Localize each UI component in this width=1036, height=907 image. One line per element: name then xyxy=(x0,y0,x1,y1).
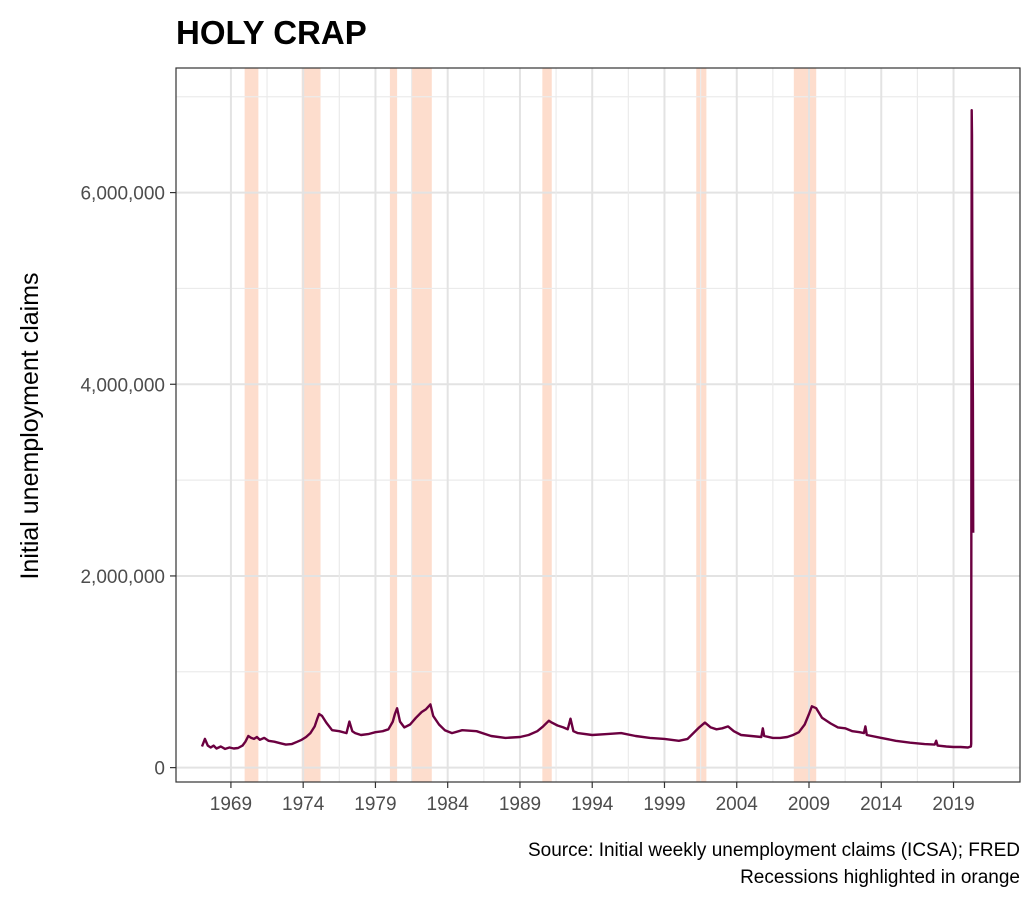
recession-band-3 xyxy=(411,68,432,782)
series-line-0 xyxy=(200,108,975,751)
y-tick-label-0: 0 xyxy=(154,759,165,780)
y-tick-label-3: 6,000,000 xyxy=(80,184,165,205)
x-tick-label-9: 2014 xyxy=(860,794,903,815)
x-tick-label-4: 1989 xyxy=(499,794,541,815)
series-layer xyxy=(200,108,975,751)
y-tick-label-2: 4,000,000 xyxy=(80,375,165,396)
recession-band-6 xyxy=(793,68,817,782)
y-axis-label: Initial unemployment claims xyxy=(16,272,44,579)
x-tick-label-2: 1979 xyxy=(354,794,396,815)
recession-bands xyxy=(244,68,817,782)
x-tick-label-6: 1999 xyxy=(643,794,685,815)
x-axis-ticks: 1969 1974 1979 1984 1989 1994 1999 2004 2009 2014… xyxy=(210,782,975,815)
x-tick-label-3: 1984 xyxy=(427,794,470,815)
x-tick-label-8: 2009 xyxy=(788,794,830,815)
recession-band-5 xyxy=(696,68,707,782)
grid-lines xyxy=(176,68,1020,782)
y-tick-label-1: 2,000,000 xyxy=(80,567,165,588)
y-axis-ticks: 0 2,000,000 4,000,000 6,000,000 xyxy=(80,184,176,780)
x-tick-label-7: 2004 xyxy=(716,794,759,815)
x-tick-label-1: 1974 xyxy=(282,794,325,815)
chart-title: HOLY CRAP xyxy=(176,14,367,51)
recession-band-2 xyxy=(389,68,398,782)
recession-band-0 xyxy=(244,68,259,782)
plot-panel-border xyxy=(175,67,1021,783)
caption-recessions: Recessions highlighted in orange xyxy=(740,867,1020,888)
recession-band-1 xyxy=(301,68,321,782)
caption-source: Source: Initial weekly unemployment clai… xyxy=(528,840,1020,861)
x-tick-label-5: 1994 xyxy=(571,794,614,815)
x-tick-label-10: 2019 xyxy=(932,794,974,815)
recession-band-4 xyxy=(542,68,552,782)
x-tick-label-0: 1969 xyxy=(210,794,252,815)
